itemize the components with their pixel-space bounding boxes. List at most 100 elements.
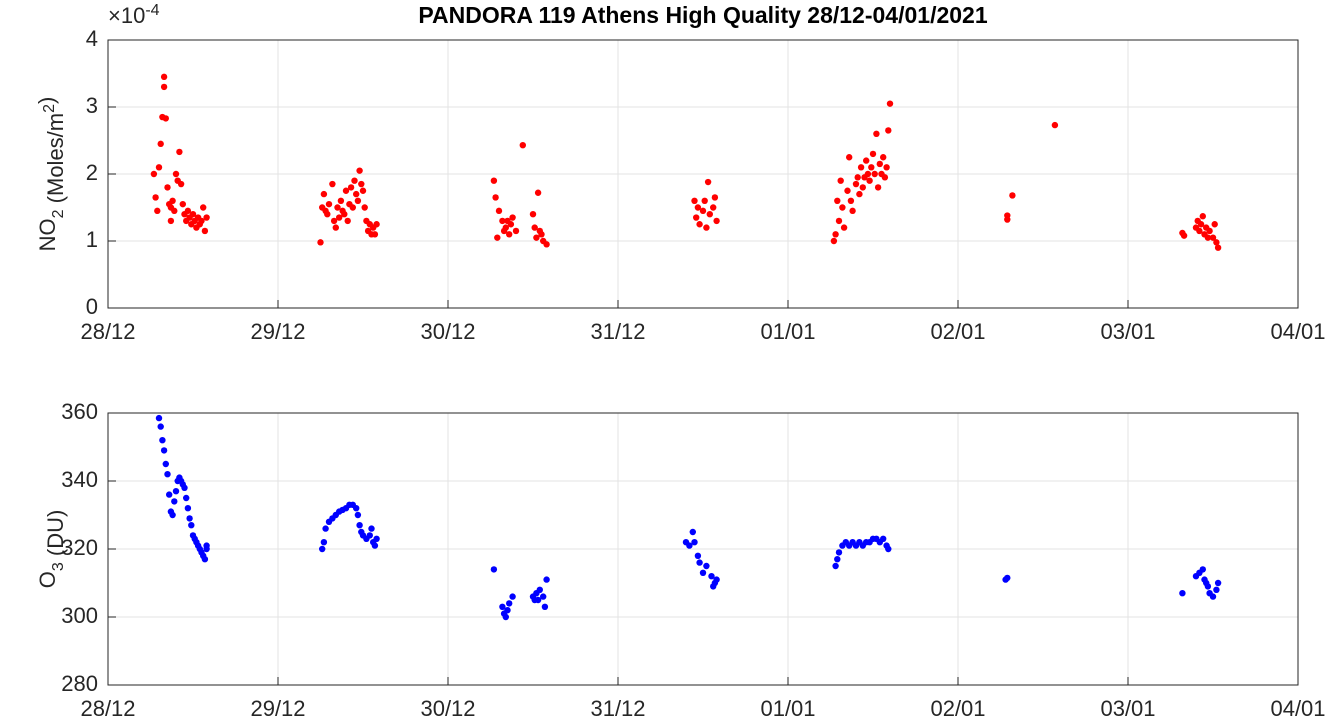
data-point <box>172 170 180 178</box>
x-tick-label: 30/12 <box>420 696 475 721</box>
data-point <box>183 494 190 502</box>
y-tick-label: 4 <box>86 26 98 51</box>
data-point <box>1004 216 1011 223</box>
data-point <box>499 217 506 225</box>
data-point <box>319 545 326 553</box>
data-point <box>541 603 549 610</box>
data-point <box>150 170 158 178</box>
data-point <box>176 148 183 156</box>
plot-frame <box>107 39 1299 309</box>
data-point <box>885 127 892 134</box>
data-point <box>1211 221 1218 228</box>
data-point <box>160 447 168 454</box>
y-exponent-base: ×10 <box>108 3 145 28</box>
x-tick-label: 04/01 <box>1270 696 1325 721</box>
data-point <box>162 115 169 122</box>
data-point <box>1213 586 1220 593</box>
y-tick-label: 1 <box>86 227 98 252</box>
data-point <box>866 177 873 184</box>
data-point <box>162 460 169 468</box>
data-point <box>155 414 163 422</box>
data-point <box>201 227 209 235</box>
data-point <box>531 224 538 231</box>
y-axis-label-text: O <box>35 571 60 588</box>
y-axis-label-text: ) <box>34 97 59 104</box>
data-point <box>502 613 509 621</box>
data-point <box>863 157 870 164</box>
data-point <box>708 573 715 580</box>
data-point <box>849 207 856 215</box>
data-point <box>337 197 345 204</box>
y-axis-label-sub: 3 <box>50 562 67 571</box>
data-point <box>864 170 872 178</box>
x-tick-label: 03/01 <box>1100 319 1155 344</box>
x-tick-label: 31/12 <box>590 696 645 721</box>
data-point <box>160 83 168 91</box>
data-point <box>1214 244 1222 251</box>
data-point <box>883 164 890 171</box>
data-point <box>710 204 717 211</box>
data-point <box>160 73 168 81</box>
data-point <box>490 566 498 573</box>
data-point <box>356 167 363 174</box>
data-point <box>373 535 380 542</box>
data-point <box>325 200 333 208</box>
data-point <box>317 239 324 246</box>
data-point <box>358 180 365 188</box>
y-tick-label: 320 <box>61 535 98 560</box>
data-point <box>169 197 176 204</box>
data-point <box>1204 583 1212 590</box>
data-point <box>502 224 509 231</box>
data-point <box>184 207 192 215</box>
data-point <box>873 130 880 137</box>
data-point <box>512 227 520 235</box>
data-point <box>701 197 708 204</box>
data-point <box>840 224 848 231</box>
data-point <box>543 241 550 248</box>
data-point <box>329 180 336 188</box>
data-point <box>1206 227 1213 235</box>
data-point <box>871 170 878 178</box>
data-point <box>159 437 166 444</box>
data-point <box>876 160 883 168</box>
data-point <box>157 140 164 148</box>
data-point <box>854 174 861 181</box>
data-point <box>1199 213 1207 220</box>
x-tick-label: 29/12 <box>250 696 305 721</box>
data-point <box>166 491 173 498</box>
data-point <box>495 207 503 215</box>
y-axis-label-sub: 2 <box>50 209 67 218</box>
data-point <box>540 593 547 600</box>
data-point <box>691 539 698 546</box>
data-point <box>533 234 540 241</box>
data-point <box>342 187 350 194</box>
data-point <box>691 197 698 204</box>
y-axis-label-text: NO <box>35 218 60 251</box>
y-axis-label: O3 (DU) <box>35 510 68 589</box>
data-point <box>846 154 853 161</box>
y-tick-label: 340 <box>61 467 98 492</box>
x-tick-label: 03/01 <box>1100 696 1155 721</box>
data-point <box>494 234 501 241</box>
x-tick-label: 29/12 <box>250 319 305 344</box>
data-point <box>880 535 887 542</box>
data-point <box>341 211 348 218</box>
x-tick-label: 01/01 <box>760 319 815 344</box>
data-point <box>155 164 163 171</box>
data-point <box>703 562 710 570</box>
data-point <box>699 207 707 215</box>
data-point <box>203 542 210 549</box>
data-point <box>1213 239 1220 246</box>
data-point <box>506 600 513 607</box>
data-point <box>171 207 178 215</box>
data-point <box>354 511 362 519</box>
data-point <box>157 423 164 430</box>
data-point <box>509 593 516 600</box>
y-tick-label: 3 <box>86 93 98 118</box>
data-point <box>832 562 839 570</box>
data-point <box>704 178 712 186</box>
data-point <box>490 177 498 184</box>
data-point <box>152 194 159 201</box>
data-point <box>1204 234 1212 241</box>
